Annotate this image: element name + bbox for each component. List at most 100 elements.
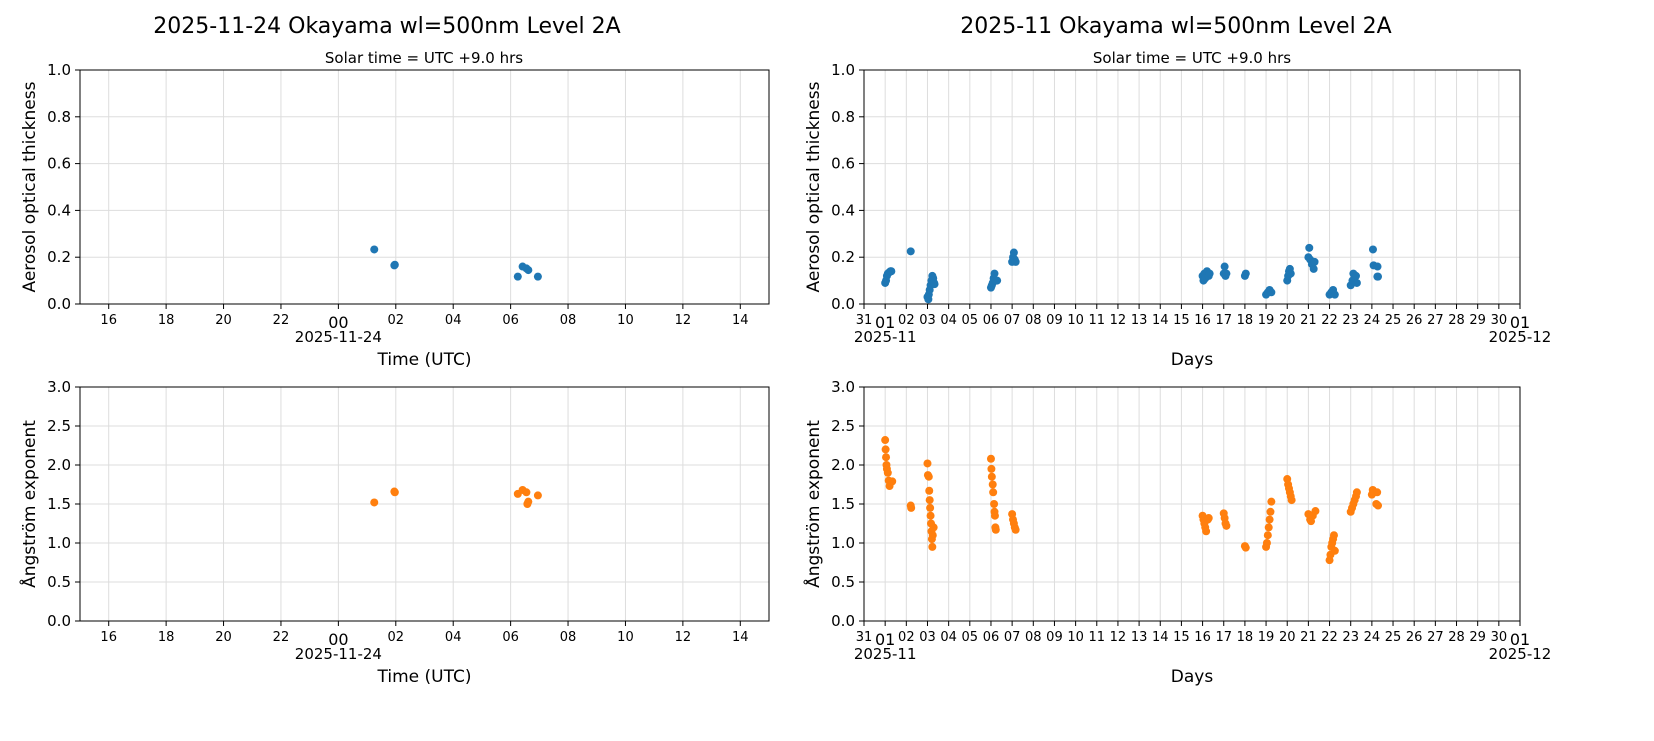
data-point	[907, 503, 916, 512]
x-tick-label: 20	[215, 630, 232, 645]
x-tick-label: 27	[1427, 630, 1444, 645]
x-date-label: 2025-12	[1489, 645, 1552, 663]
x-tick-label: 16	[1194, 313, 1211, 328]
data-point	[1011, 525, 1020, 534]
y-axis-label: Aerosol optical thickness	[804, 81, 824, 292]
x-tick-label: 06	[502, 313, 519, 328]
y-tick-label: 2.5	[47, 417, 71, 435]
x-tick-label: 21	[1300, 313, 1317, 328]
x-tick-label: 31	[856, 630, 873, 645]
x-tick-label: 23	[1342, 630, 1359, 645]
x-tick-label: 08	[1025, 630, 1042, 645]
x-tick-label: 05	[962, 630, 979, 645]
y-axis-label: Aerosol optical thickness	[20, 81, 40, 292]
data-point	[989, 488, 998, 497]
data-point	[1352, 488, 1361, 497]
data-point	[930, 280, 939, 289]
x-tick-label: 12	[675, 313, 692, 328]
x-tick-label: 30	[1491, 313, 1508, 328]
data-point	[906, 247, 915, 256]
data-point	[990, 511, 999, 520]
x-tick-label: 25	[1385, 313, 1402, 328]
data-point	[390, 260, 399, 269]
data-point	[513, 272, 522, 281]
x-tick-label: 21	[1300, 630, 1317, 645]
x-tick-label: 04	[940, 313, 957, 328]
data-point	[993, 276, 1002, 285]
x-axis-label: Time (UTC)	[377, 667, 472, 687]
x-tick-label: 00	[328, 630, 348, 649]
x-tick-label: 04	[940, 630, 957, 645]
x-tick-label: 22	[273, 630, 290, 645]
data-point	[990, 269, 999, 278]
y-tick-label: 0.2	[831, 248, 855, 266]
data-point	[926, 503, 935, 512]
x-tick-label: 24	[1364, 313, 1381, 328]
x-tick-label: 08	[1025, 313, 1042, 328]
x-tick-label: 14	[732, 630, 749, 645]
axes-frame	[863, 386, 1521, 622]
x-date-label: 2025-11-24	[295, 328, 382, 346]
x-tick-label: 09	[1046, 630, 1063, 645]
y-tick-label: 2.5	[831, 417, 855, 435]
panel-2: 0.0 0.5 1.0 1.5 2.0 2.5 3.0 16 18 20 22 002025-11-2…	[18, 378, 770, 687]
data-point	[925, 496, 934, 505]
data-point	[1265, 515, 1274, 524]
y-tick-label: 1.0	[831, 534, 855, 552]
y-tick-label: 0.0	[47, 295, 71, 313]
data-point	[1011, 257, 1020, 266]
x-tick-label: 20	[215, 313, 232, 328]
x-tick-label: 16	[100, 630, 117, 645]
y-tick-label: 3.0	[831, 378, 855, 396]
x-tick-label: 02	[898, 313, 915, 328]
data-point	[370, 498, 379, 507]
x-tick-label: 26	[1406, 313, 1423, 328]
data-point	[1330, 290, 1339, 299]
data-point	[1205, 269, 1214, 278]
y-tick-label: 1.5	[47, 495, 71, 513]
data-point	[925, 486, 934, 495]
x-tick-label: 28	[1448, 630, 1465, 645]
data-point	[928, 542, 937, 551]
x-tick-label: 08	[560, 313, 577, 328]
x-tick-label: 16	[1194, 630, 1211, 645]
x-tick-label: 14	[732, 313, 749, 328]
x-tick-label: 03	[919, 630, 936, 645]
data-point	[1262, 539, 1271, 547]
data-point	[522, 488, 531, 497]
data-point	[533, 491, 542, 500]
x-tick-label: 11	[1089, 630, 1106, 645]
x-tick-label: 13	[1131, 630, 1148, 645]
x-tick-label: 08	[560, 630, 577, 645]
data-point	[1311, 507, 1320, 516]
data-point	[928, 531, 937, 540]
x-date-label: 2025-11	[854, 328, 917, 346]
data-point	[1202, 527, 1211, 536]
left-title: 2025-11-24 Okayama wl=500nm Level 2A	[153, 14, 620, 39]
x-tick-label: 13	[1131, 313, 1148, 328]
y-tick-label: 0.5	[47, 573, 71, 591]
data-point	[923, 459, 932, 468]
data-point	[524, 266, 533, 275]
x-tick-label: 16	[100, 313, 117, 328]
x-tick-label: 22	[273, 313, 290, 328]
data-point	[888, 477, 897, 486]
x-tick-label: 20	[1279, 313, 1296, 328]
x-tick-label: 04	[445, 313, 462, 328]
data-point	[883, 468, 892, 477]
x-tick-label: 15	[1173, 630, 1190, 645]
data-point	[887, 267, 896, 276]
x-tick-label: 00	[328, 313, 348, 332]
axes-frame	[79, 69, 770, 305]
x-tick-label: 17	[1215, 313, 1232, 328]
data-point	[1352, 271, 1360, 280]
x-tick-label: 02	[388, 313, 405, 328]
right-subtitle: Solar time = UTC +9.0 hrs	[1093, 49, 1291, 67]
data-point	[987, 464, 996, 473]
data-point	[881, 445, 890, 454]
data-point	[1267, 497, 1276, 506]
x-tick-label: 18	[158, 630, 175, 645]
y-tick-label: 0.8	[47, 108, 71, 126]
